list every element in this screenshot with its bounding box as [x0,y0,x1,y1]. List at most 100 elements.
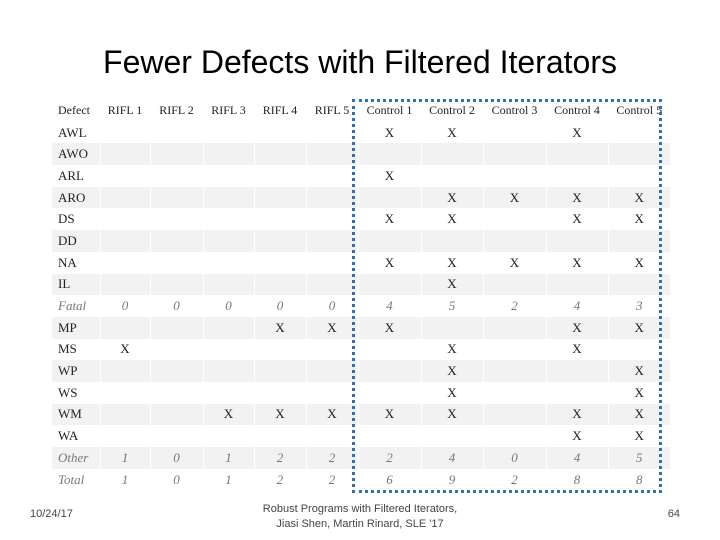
table-cell: X [545,338,608,361]
table-cell: X [545,251,608,274]
table-cell [253,425,306,447]
table-cell: X [545,316,608,339]
table-cell [99,273,150,296]
table-cell [99,316,150,339]
row-label: DD [52,230,100,252]
table-cell [482,381,546,404]
table-cell: 6 [357,468,421,491]
page-number: 64 [667,508,680,520]
slide-title: Fewer Defects with Filtered Iterators [103,44,617,80]
table-cell [202,143,254,166]
table-cell: 1 [202,468,254,491]
table-cell [99,381,150,404]
table-cell: X [305,403,358,426]
header-row: Defect RIFL 1 RIFL 2 RIFL 3 RIFL 4 RIFL 5 Cont… [52,100,670,122]
table-cell [545,230,608,252]
table-cell: X [482,186,546,209]
table-cell [202,251,254,274]
table-cell [202,381,254,404]
table-cell [482,165,546,187]
table-cell [482,316,546,339]
table-cell [253,381,306,404]
table-cell [149,186,203,209]
table-cell [607,273,670,296]
table-cell [253,165,306,187]
table-cell [305,381,358,404]
table-cell: 4 [545,447,608,469]
table-cell: X [305,316,358,339]
table-cell [545,360,608,382]
table-row: WP X X [52,360,670,382]
column-header: Control 2 [420,100,483,122]
table-cell: 4 [545,295,608,317]
table-cell: 2 [305,447,358,469]
table-row: Other 1 0 1 2 2 2 4 0 4 5 [52,447,670,469]
table-cell [482,143,546,166]
table-cell: 2 [305,468,358,491]
table-cell: 0 [305,295,358,317]
table-cell: X [357,208,421,231]
table-cell: X [357,403,421,426]
table-cell [607,143,670,166]
row-label: WS [52,381,100,404]
credit-line-1: Robust Programs with Filtered Iterators, [262,503,458,515]
row-label: ARO [52,186,100,209]
table-cell: 8 [607,468,670,491]
table-cell [357,425,421,447]
table-cell [149,316,203,339]
table-cell [99,121,150,144]
table-cell: X [420,338,483,361]
table-cell: 1 [202,447,254,469]
table-cell [305,251,358,274]
table-cell: X [607,403,670,426]
table-cell: X [420,186,483,209]
table-cell [305,121,358,144]
table-cell: X [420,360,483,382]
row-label: MP [52,316,100,339]
table-cell [202,186,254,209]
column-header: RIFL 2 [149,100,203,122]
column-header: RIFL 3 [202,100,254,122]
table-cell: X [357,121,421,144]
table-cell: X [607,316,670,339]
table-cell: X [357,316,421,339]
table-cell [482,208,546,231]
table-cell [357,143,421,166]
table-cell [482,273,546,296]
table-cell: X [420,381,483,404]
table-cell [420,230,483,252]
table-cell: 5 [607,447,670,469]
table-cell [149,251,203,274]
table-cell: 0 [149,295,203,317]
table-row: MP X X X X X [52,316,670,339]
table-cell [545,165,608,187]
table-cell: X [545,121,608,144]
table-row: DD [52,230,670,252]
table-cell [305,360,358,382]
table-cell: X [420,121,483,144]
table-cell: 5 [420,295,483,317]
table-cell: 9 [420,468,483,491]
table-cell [202,230,254,252]
table-cell [305,273,358,296]
table-row: WS X X [52,381,670,404]
table-cell: X [607,425,670,447]
table-cell: 3 [607,295,670,317]
table-cell [420,165,483,187]
column-header: Defect [52,100,100,122]
table-cell: X [607,360,670,382]
table-row: MS X X X [52,338,670,361]
row-label: IL [52,273,100,296]
column-header: RIFL 4 [253,100,306,122]
table-cell [202,121,254,144]
table-cell [607,165,670,187]
table-cell: X [545,186,608,209]
table-cell: 2 [482,295,546,317]
table-cell: X [420,208,483,231]
slide-date: 10/24/17 [30,508,73,520]
table-cell [149,360,203,382]
table-cell [357,338,421,361]
column-header: Control 1 [357,100,421,122]
table-row: AWL X X X [52,121,670,144]
table-cell: 2 [253,468,306,491]
